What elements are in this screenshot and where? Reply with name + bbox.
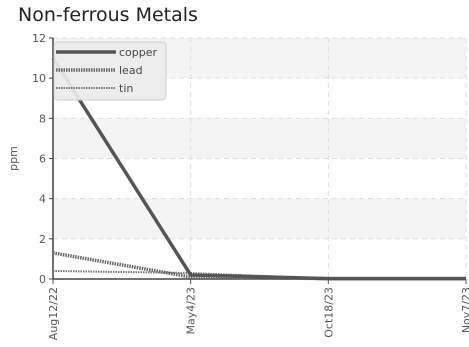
y-axis-title: ppm (7, 146, 20, 171)
x-tick-label: Nov7/23 (460, 287, 469, 333)
series-line-lead (52, 251, 466, 281)
y-tick-label: 8 (39, 112, 46, 125)
legend-label-copper: copper (119, 46, 158, 59)
y-tick-label: 12 (32, 32, 46, 45)
y-tick-label: 10 (32, 72, 46, 85)
y-tick-label: 2 (39, 233, 46, 246)
y-tick-label: 4 (39, 193, 46, 206)
x-tick-label: Aug12/22 (47, 287, 60, 340)
legend-label-tin: tin (119, 82, 133, 95)
y-tick-label: 0 (39, 273, 46, 286)
x-tick-label: May4/23 (185, 287, 198, 334)
grid-band (53, 198, 466, 239)
legend-label-lead: lead (119, 64, 143, 77)
series-line-copper (51, 57, 466, 281)
series-line-tin (52, 270, 466, 280)
x-tick-label: Oct18/23 (322, 287, 335, 338)
grid-band (53, 118, 466, 159)
y-tick-label: 6 (39, 153, 46, 166)
chart-title: Non-ferrous Metals (18, 4, 198, 26)
